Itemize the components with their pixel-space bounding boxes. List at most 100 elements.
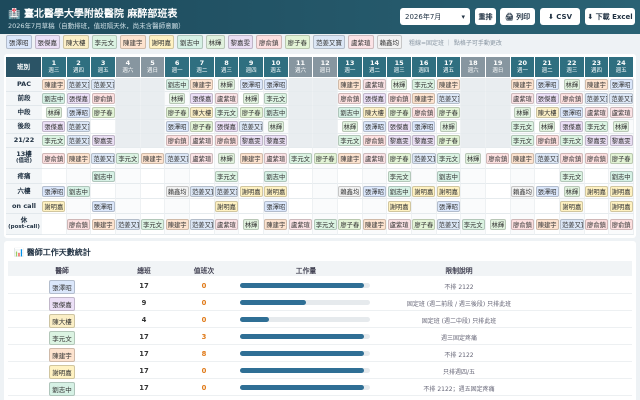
schedule-cell[interactable]: 盧紫瑄 (190, 148, 215, 169)
schedule-cell[interactable]: 謝明嘉 (560, 199, 585, 214)
schedule-cell[interactable]: 盧紫瑄 (510, 92, 536, 106)
schedule-cell[interactable]: 黎嘉雯 (387, 134, 412, 148)
schedule-cell[interactable]: 張澤昭 (42, 184, 67, 199)
schedule-cell[interactable]: 范姜又寶 (535, 148, 560, 169)
schedule-cell[interactable]: 廖俞鎮 (91, 92, 116, 106)
schedule-cell[interactable] (313, 120, 338, 134)
schedule-cell[interactable]: 林輝 (387, 78, 412, 92)
schedule-cell[interactable]: 謝明嘉 (264, 184, 289, 199)
schedule-cell[interactable] (584, 199, 610, 214)
schedule-cell[interactable]: 廖俞鎮 (387, 92, 412, 106)
schedule-cell[interactable]: 陳建宇 (66, 148, 92, 169)
schedule-cell[interactable]: 劉志中 (264, 169, 289, 184)
schedule-cell[interactable]: 陳建宇 (140, 148, 166, 169)
schedule-cell[interactable]: 張澤昭 (91, 199, 116, 214)
schedule-cell[interactable]: 陳建宇 (412, 92, 437, 106)
schedule-cell[interactable] (486, 106, 511, 120)
schedule-cell[interactable]: 廖俞鎮 (486, 148, 511, 169)
schedule-cell[interactable]: 謝明嘉 (387, 199, 412, 214)
schedule-cell[interactable]: 張澤昭 (66, 106, 92, 120)
schedule-cell[interactable]: 范姜又寶 (436, 214, 462, 235)
schedule-cell[interactable]: 陳建宇 (338, 148, 363, 169)
schedule-cell[interactable] (140, 134, 166, 148)
schedule-cell[interactable]: 李元文 (264, 92, 289, 106)
schedule-cell[interactable]: 范姜又寶 (412, 148, 437, 169)
print-button[interactable]: 🖨 列印 (500, 8, 535, 25)
schedule-cell[interactable]: 陳建宇 (338, 78, 363, 92)
schedule-cell[interactable]: 范姜又寶 (66, 120, 92, 134)
schedule-cell[interactable]: 廖子春 (436, 106, 462, 120)
schedule-cell[interactable]: 廖俞鎮 (584, 148, 610, 169)
doctor-chip[interactable]: 張傑嘉 (34, 35, 60, 49)
schedule-cell[interactable] (239, 199, 264, 214)
schedule-cell[interactable]: 劉志中 (91, 169, 116, 184)
schedule-cell[interactable]: 范姜又寶 (66, 78, 92, 92)
schedule-cell[interactable]: 張澤昭 (239, 78, 264, 92)
schedule-cell[interactable] (338, 199, 363, 214)
doctor-chip[interactable]: 劉志中 (177, 35, 203, 49)
schedule-cell[interactable]: 盧紫瑄 (288, 214, 314, 235)
schedule-cell[interactable]: 陳大樓 (535, 106, 560, 120)
schedule-cell[interactable]: 廖子春 (239, 106, 264, 120)
schedule-cell[interactable]: 廖子春 (165, 106, 190, 120)
schedule-cell[interactable] (288, 78, 314, 92)
schedule-cell[interactable]: 林輝 (239, 92, 264, 106)
schedule-cell[interactable]: 陳建宇 (436, 78, 462, 92)
schedule-cell[interactable]: 黎嘉雯 (412, 134, 437, 148)
schedule-cell[interactable]: 黎嘉雯 (584, 134, 610, 148)
schedule-cell[interactable]: 盧紫瑄 (214, 92, 240, 106)
schedule-cell[interactable]: 張澤昭 (264, 78, 289, 92)
schedule-cell[interactable]: 李元文 (288, 148, 314, 169)
schedule-cell[interactable]: 李元文 (387, 169, 412, 184)
schedule-cell[interactable] (116, 78, 141, 92)
schedule-cell[interactable]: 李元文 (214, 106, 240, 120)
schedule-cell[interactable]: 林輝 (609, 120, 634, 134)
schedule-cell[interactable] (116, 169, 141, 184)
schedule-cell[interactable]: 張澤昭 (535, 184, 560, 199)
schedule-cell[interactable] (288, 120, 314, 134)
schedule-cell[interactable]: 李元文 (412, 78, 437, 92)
schedule-cell[interactable]: 盧紫瑄 (190, 134, 215, 148)
doctor-chip[interactable]: 張澤昭 (6, 35, 32, 49)
month-select[interactable]: 2026年7月 ▾ (400, 8, 470, 25)
schedule-cell[interactable]: 張傑嘉 (362, 92, 388, 106)
schedule-cell[interactable]: 廖俞鎮 (362, 134, 388, 148)
schedule-cell[interactable]: 黎嘉雯 (91, 134, 116, 148)
schedule-cell[interactable]: 廖俞鎮 (560, 148, 585, 169)
schedule-cell[interactable]: 范姜又寶 (66, 134, 92, 148)
schedule-cell[interactable]: 張傑嘉 (560, 120, 585, 134)
schedule-cell[interactable]: 陳建宇 (584, 78, 610, 92)
schedule-cell[interactable]: 劉志中 (436, 169, 462, 184)
doctor-chip[interactable]: 賴鑫均 (376, 35, 402, 49)
schedule-cell[interactable]: 廖子春 (313, 148, 338, 169)
schedule-cell[interactable] (165, 199, 190, 214)
schedule-cell[interactable] (288, 199, 314, 214)
schedule-cell[interactable] (116, 184, 141, 199)
schedule-cell[interactable] (313, 184, 338, 199)
schedule-cell[interactable]: 李元文 (338, 134, 363, 148)
schedule-cell[interactable] (190, 169, 215, 184)
schedule-cell[interactable]: 張傑嘉 (387, 120, 412, 134)
schedule-cell[interactable] (486, 92, 511, 106)
schedule-cell[interactable]: 林輝 (560, 78, 585, 92)
schedule-cell[interactable]: 范姜又寶 (214, 184, 240, 199)
schedule-cell[interactable]: 陳大樓 (190, 106, 215, 120)
schedule-cell[interactable]: 陳建宇 (165, 214, 190, 235)
rerun-button[interactable]: 重排 (475, 8, 496, 25)
schedule-cell[interactable]: 廖俞鎮 (165, 134, 190, 148)
schedule-cell[interactable]: 張澤昭 (362, 120, 388, 134)
schedule-cell[interactable] (313, 78, 338, 92)
schedule-cell[interactable] (313, 106, 338, 120)
schedule-cell[interactable]: 盧紫瑄 (264, 148, 289, 169)
schedule-cell[interactable]: 盧紫瑄 (362, 148, 388, 169)
schedule-cell[interactable]: 李元文 (584, 120, 610, 134)
schedule-cell[interactable]: 廖俞鎮 (214, 134, 240, 148)
schedule-cell[interactable]: 林輝 (436, 120, 462, 134)
schedule-cell[interactable]: 陳建宇 (42, 78, 67, 92)
schedule-cell[interactable]: 李元文 (510, 120, 536, 134)
schedule-cell[interactable]: 廖俞鎮 (412, 106, 437, 120)
doctor-chip[interactable]: 陳大樓 (63, 35, 89, 49)
schedule-cell[interactable]: 范姜又寶 (560, 214, 585, 235)
schedule-cell[interactable]: 張澤昭 (436, 199, 462, 214)
schedule-cell[interactable]: 范姜又寶 (91, 148, 116, 169)
